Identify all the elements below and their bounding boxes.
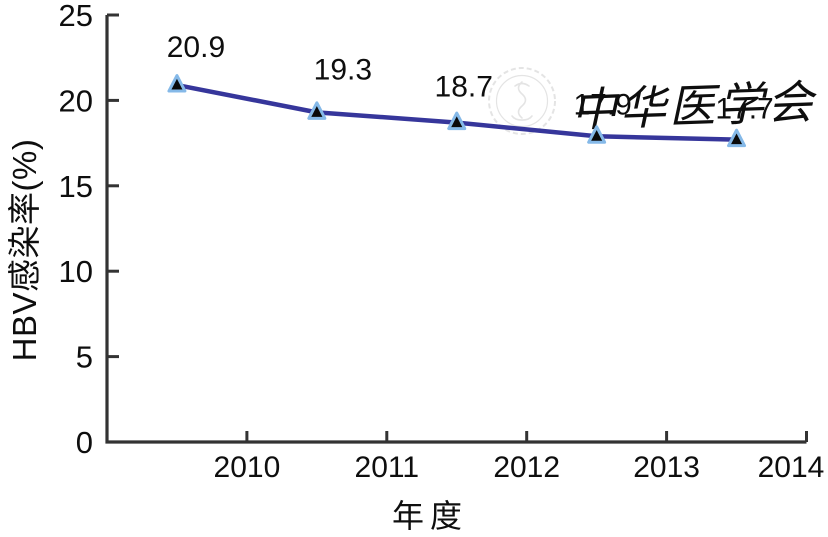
watermark-seal-caduceus-icon (511, 81, 533, 121)
data-point-marker (447, 111, 467, 131)
data-point-marker (587, 125, 607, 144)
data-point-label: 18.7 (435, 71, 493, 104)
data-point-label: 19.3 (314, 53, 372, 86)
x-axis-tick-label: 2014 (758, 451, 825, 484)
watermark-text: 中华医学会 (570, 75, 819, 138)
watermark-seal-inner-ring (495, 74, 549, 128)
data-point-marker (727, 128, 747, 148)
y-axis-tick-label: 25 (59, 0, 93, 33)
x-axis-tick-label: 2012 (493, 451, 560, 484)
data-point-marker (167, 74, 187, 93)
y-axis-tick-label: 10 (59, 254, 93, 289)
watermark-seal (488, 67, 556, 135)
y-axis-tick-label: 15 (59, 169, 93, 204)
y-axis-title: HBV感染率(%) (6, 138, 43, 362)
watermark: 中华医学会 (488, 67, 819, 138)
x-axis-title: 年度 (391, 498, 468, 534)
data-point-label: 17.9 (573, 88, 631, 121)
x-axis-tick-label: 2010 (214, 451, 281, 484)
y-axis-tick-label: 5 (76, 340, 93, 375)
y-axis-tick-label: 0 (76, 425, 93, 460)
data-point-label: 20.9 (167, 31, 225, 64)
y-axis-tick-label: 20 (59, 83, 93, 118)
x-axis-tick-label: 2011 (355, 451, 420, 484)
data-point-marker (307, 101, 327, 120)
data-point-label: 17.7 (715, 93, 773, 126)
x-axis-tick-label: 2013 (633, 451, 700, 484)
